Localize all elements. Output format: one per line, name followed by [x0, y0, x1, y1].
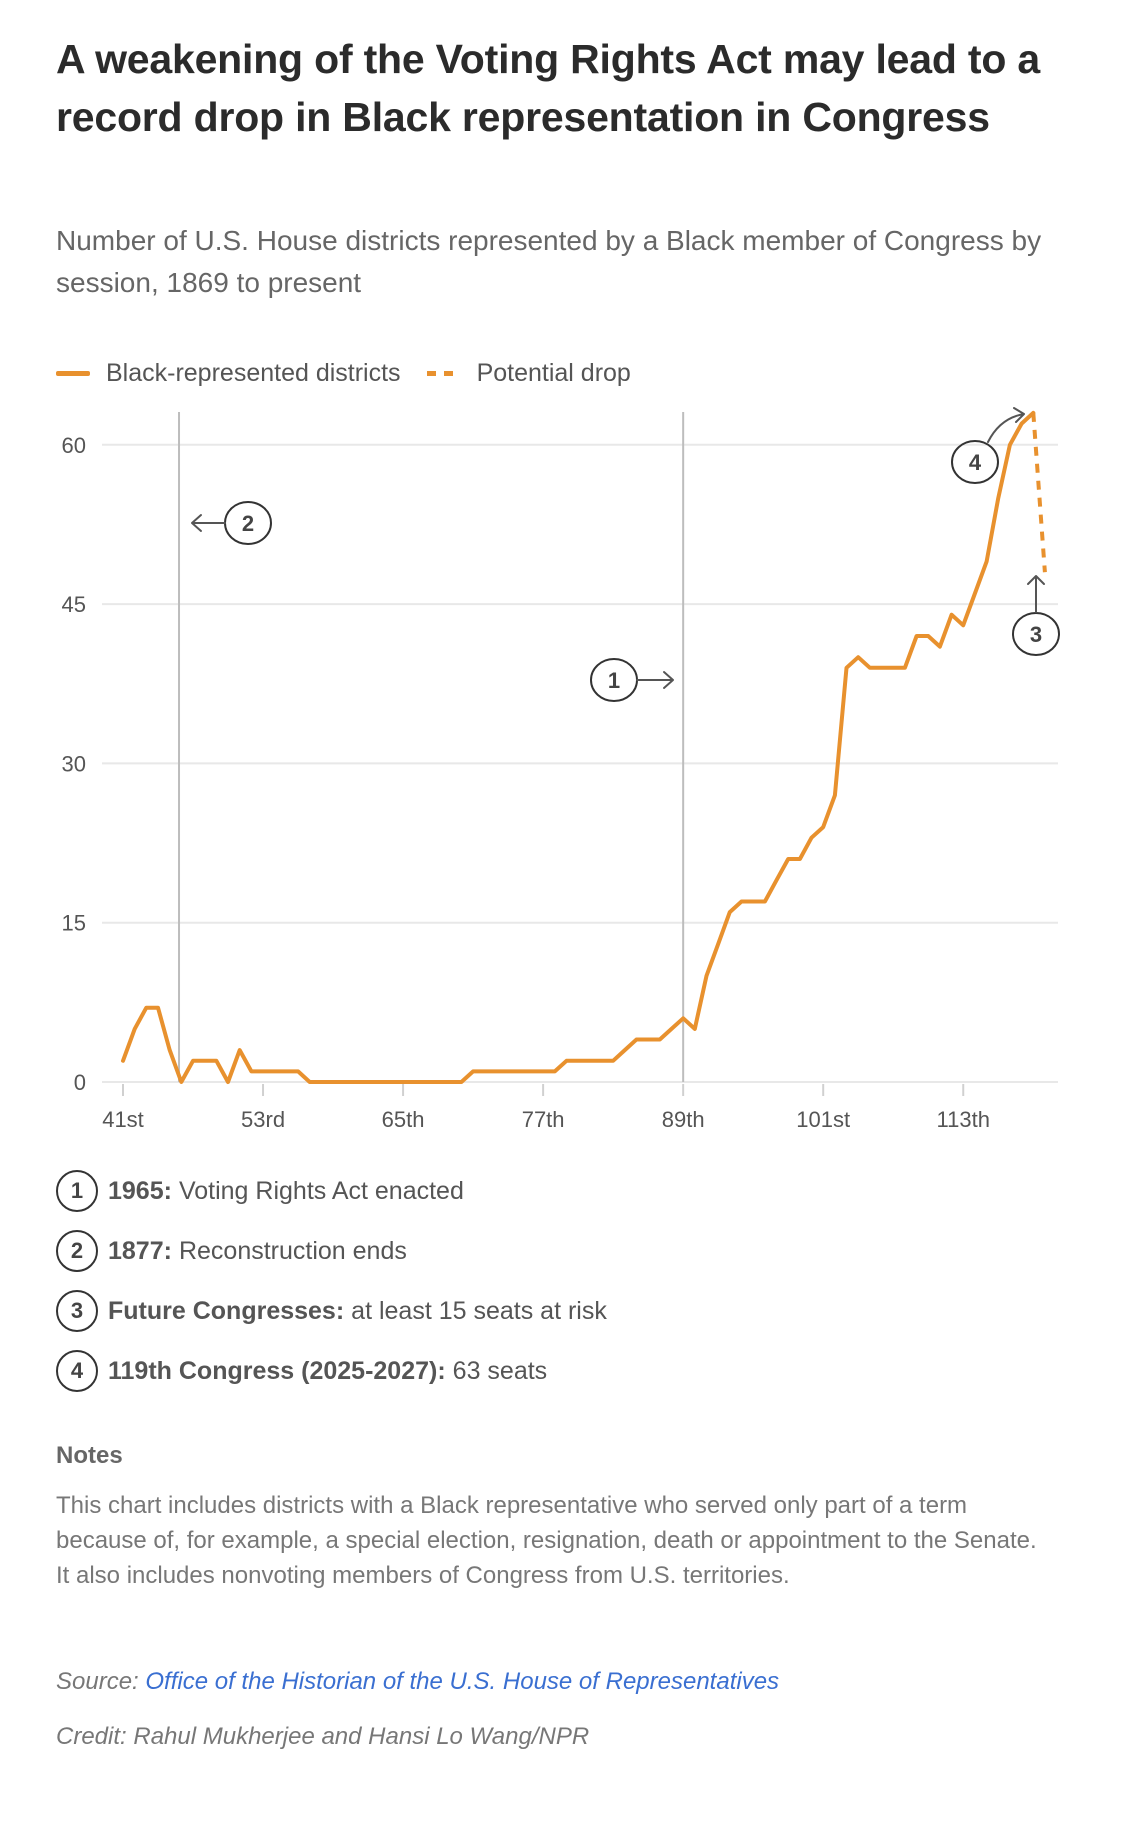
x-tick-label: 65th	[382, 1107, 425, 1132]
y-tick-label: 0	[74, 1070, 86, 1095]
chart-title: A weakening of the Voting Rights Act may…	[56, 36, 1040, 140]
annotation-bold: 119th Congress (2025-2027):	[108, 1356, 446, 1385]
x-tick-label: 101st	[796, 1107, 850, 1132]
source-link[interactable]: Office of the Historian of the U.S. Hous…	[145, 1668, 780, 1695]
source-line: Source: Office of the Historian of the U…	[56, 1668, 779, 1696]
x-tick-label: 77th	[522, 1107, 565, 1132]
annotation-text: 63 seats	[452, 1356, 548, 1385]
y-tick-label: 30	[62, 751, 86, 776]
legend-label: Black-represented districts	[106, 358, 401, 387]
x-tick-label: 41st	[102, 1107, 144, 1132]
line-chart: 0 15 30 45 60 41st 53rd 65th 77th 89th 101st 113th…	[62, 407, 1060, 1132]
chart-subtitle: Number of U.S. House districts represent…	[56, 225, 1042, 298]
legend-swatch-dashed-line-icon	[426, 370, 461, 376]
event-lines	[178, 412, 685, 1082]
annotation-markers: 2 1 4 3	[191, 407, 1060, 702]
black-represented-line	[121, 410, 1036, 1084]
notes-heading: Notes	[56, 1442, 123, 1469]
annotation-text: Voting Rights Act enacted	[178, 1176, 464, 1205]
annotation-text: Reconstruction ends	[178, 1236, 407, 1265]
marker-1-icon: 1	[56, 1170, 98, 1212]
annotation-item: 4 119th Congress (2025-2027): 63 seats	[56, 1348, 607, 1394]
x-tick-label: 53rd	[241, 1107, 285, 1132]
arrow-curved-icon	[987, 407, 1025, 443]
annotation-item: 1 1965: Voting Rights Act enacted	[56, 1168, 607, 1214]
y-axis-ticks: 0 15 30 45 60	[62, 433, 86, 1095]
x-tick-label: 113th	[937, 1107, 990, 1132]
legend: Black-represented districts Potential dr…	[56, 356, 657, 390]
legend-item-solid: Black-represented districts	[56, 359, 401, 388]
marker-3-icon: 3	[56, 1290, 98, 1332]
notes-body: This chart includes districts with a Bla…	[56, 1492, 1037, 1589]
marker-4-icon: 4	[56, 1350, 98, 1392]
arrow-right-icon	[636, 671, 674, 689]
credit-line: Credit: Rahul Mukherjee and Hansi Lo Wan…	[56, 1723, 590, 1750]
marker-4-icon	[951, 440, 999, 484]
marker-4-icon-label: 4	[969, 450, 982, 475]
arrow-left-icon	[191, 514, 226, 532]
x-tick-label: 89th	[662, 1107, 705, 1132]
y-tick-label: 45	[62, 592, 86, 617]
annotation-item: 3 Future Congresses: at least 15 seats a…	[56, 1288, 607, 1334]
marker-2-icon-label: 2	[242, 511, 254, 536]
source-label: Source:	[56, 1668, 139, 1695]
y-tick-label: 15	[62, 911, 86, 936]
x-axis-ticks: 41st 53rd 65th 77th 89th 101st 113th	[102, 1084, 990, 1132]
arrow-up-icon	[1027, 575, 1045, 613]
annotation-text: at least 15 seats at risk	[351, 1296, 607, 1325]
annotation-bold: Future Congresses:	[108, 1296, 345, 1325]
annotation-list: 1 1965: Voting Rights Act enacted 2 1877…	[56, 1168, 607, 1408]
annotation-item: 2 1877: Reconstruction ends	[56, 1228, 607, 1274]
legend-label: Potential drop	[476, 358, 631, 387]
marker-2-icon: 2	[56, 1230, 98, 1272]
marker-3-icon-label: 3	[1030, 622, 1042, 647]
series-lines	[121, 410, 1047, 1084]
gridlines	[102, 443, 1058, 1083]
y-tick-label: 60	[62, 433, 86, 458]
legend-item-dashed: Potential drop	[426, 358, 631, 388]
potential-drop-line	[1031, 412, 1047, 573]
marker-1-icon-label: 1	[608, 668, 620, 693]
annotation-bold: 1877:	[108, 1236, 172, 1265]
annotation-bold: 1965:	[108, 1176, 172, 1205]
legend-swatch-solid-line-icon	[56, 370, 90, 376]
